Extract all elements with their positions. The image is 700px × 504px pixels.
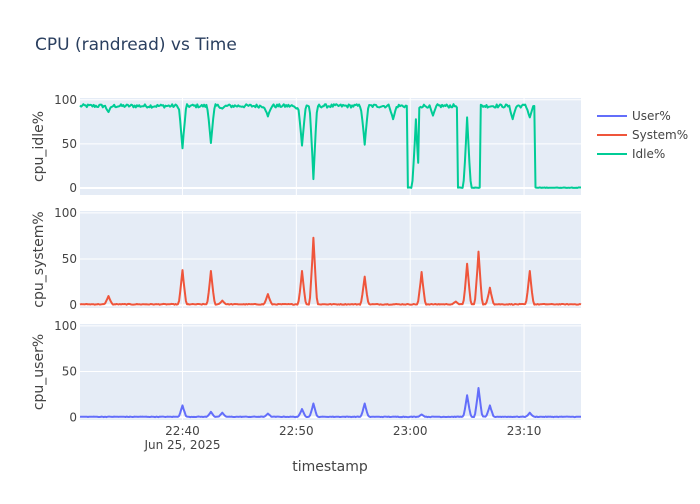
x-tick-label: 22:50 — [279, 424, 314, 438]
y-tick-label: 0 — [69, 181, 77, 195]
panel-3: 0 50 100 cpu_user% — [31, 319, 581, 424]
series-line-idle — [79, 103, 581, 189]
y-tick-label: 50 — [62, 137, 77, 151]
legend[interactable]: User% System% Idle% — [597, 109, 688, 161]
legend-label: Idle% — [632, 147, 665, 161]
y-tick-label: 0 — [69, 410, 77, 424]
series-line-system — [79, 236, 582, 306]
x-tick-sublabel: Jun 25, 2025 — [143, 438, 220, 452]
y-tick-label: 100 — [54, 206, 77, 220]
y-axis-title: cpu_user% — [31, 334, 47, 410]
panel-2: 0 50 100 cpu_system% — [31, 206, 582, 312]
x-tick-label: 23:10 — [507, 424, 542, 438]
legend-item-system[interactable]: System% — [597, 128, 688, 142]
y-tick-label: 100 — [54, 319, 77, 333]
panels: 0 50 100 cpu_idle% 0 50 100 cpu_system% 0 50 100 cp… — [31, 93, 582, 452]
panel-background — [80, 98, 581, 195]
y-axis-title: cpu_system% — [31, 211, 47, 307]
y-axis-title: cpu_idle% — [31, 111, 47, 182]
legend-label: User% — [632, 109, 671, 123]
y-tick-label: 50 — [62, 252, 77, 266]
x-tick-label: 23:00 — [393, 424, 428, 438]
legend-label: System% — [632, 128, 688, 142]
legend-item-idle[interactable]: Idle% — [597, 147, 665, 161]
panel-1: 0 50 100 cpu_idle% — [31, 93, 581, 195]
x-tick-label: 22:40 — [165, 424, 200, 438]
chart-title: CPU (randread) vs Time — [35, 35, 237, 55]
x-axis-title: timestamp — [292, 459, 368, 475]
y-tick-label: 50 — [62, 365, 77, 379]
y-tick-label: 0 — [69, 298, 77, 312]
y-tick-label: 100 — [54, 93, 77, 107]
series-line-user — [79, 387, 581, 419]
legend-item-user[interactable]: User% — [597, 109, 671, 123]
